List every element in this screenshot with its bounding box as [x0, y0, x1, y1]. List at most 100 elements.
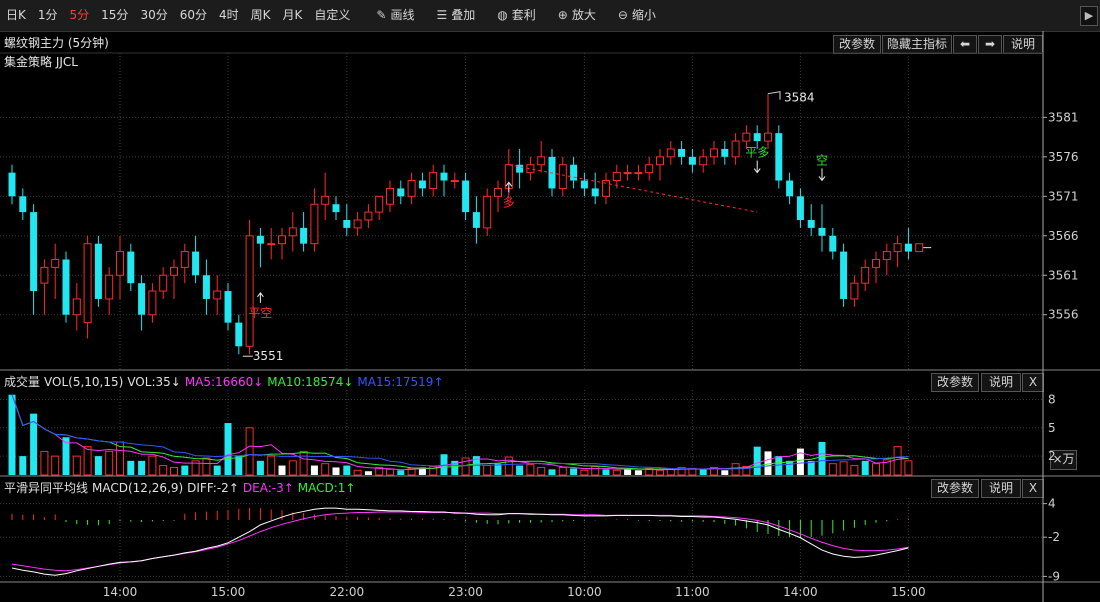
candle-body [267, 243, 276, 246]
tool-button-4[interactable]: ⊖ 缩小 [612, 0, 662, 31]
legend-item: VOL(5,10,15) [44, 375, 124, 389]
candle-body [526, 164, 535, 174]
high-marker-line [767, 91, 781, 100]
period-tab-4[interactable]: 30分 [140, 8, 168, 22]
time-tick-label: 14:00 [103, 585, 138, 599]
volume-bar [224, 423, 232, 475]
time-tick-label: 11:00 [675, 585, 710, 599]
volume-bar [828, 463, 837, 476]
candle-body [94, 243, 102, 299]
volume-bar [364, 471, 372, 475]
candle-body [51, 258, 60, 268]
volume-bar [666, 468, 675, 476]
tool-button-0[interactable]: ✎ 画线 [370, 0, 420, 31]
period-tab-7[interactable]: 周K [250, 8, 271, 22]
volume-bar [786, 460, 794, 475]
period-tab-2[interactable]: 5分 [69, 8, 90, 22]
candle-body [688, 156, 696, 165]
candle-body [300, 227, 308, 244]
volume-bar [310, 465, 318, 475]
tool-button-2[interactable]: ◍ 套利 [491, 0, 542, 31]
tool-label: 叠加 [451, 8, 476, 22]
volume-bar [893, 446, 902, 476]
signal-label: 空 [816, 153, 828, 167]
candle-body [840, 251, 848, 299]
candle-body [796, 196, 804, 220]
volume-bar [807, 460, 815, 475]
tool-button-1[interactable]: ☰ 叠加 [430, 0, 481, 31]
candle-body [807, 220, 815, 228]
volume-bar [245, 427, 254, 476]
candle-body [623, 172, 632, 175]
candle-body [699, 156, 708, 166]
vol-params-button[interactable]: 改参数 [931, 373, 979, 392]
volume-bar [688, 467, 697, 476]
macd-close-icon[interactable]: X [1022, 479, 1044, 498]
candle-body [731, 140, 740, 158]
period-tab-5[interactable]: 60分 [179, 8, 207, 22]
volume-unit-label: ×万 [1050, 450, 1077, 470]
candle-body [818, 227, 826, 236]
money-bag-icon: ◍ [497, 8, 508, 22]
volume-bar [461, 457, 470, 476]
volume-bar [278, 465, 286, 475]
main-params-button[interactable]: 改参数 [833, 35, 881, 54]
period-tab-0[interactable]: 日K [6, 8, 26, 22]
candle-body [343, 220, 351, 228]
signal-label: 多 [503, 195, 515, 209]
time-tick-label: 14:00 [783, 585, 818, 599]
volume-legend: 成交量 VOL(5,10,15) VOL:35↓ MA5:16660↓ MA10:185… [4, 373, 448, 390]
period-tab-3[interactable]: 15分 [101, 8, 129, 22]
candle-body [634, 172, 643, 175]
candle-body [893, 243, 902, 253]
volume-bar [72, 455, 81, 476]
candle-body [861, 266, 870, 284]
volume-bar [591, 466, 600, 476]
candle-body [580, 180, 588, 189]
volume-bar [440, 454, 448, 475]
macd-help-button[interactable]: 说明 [981, 479, 1021, 498]
volume-bar [548, 469, 556, 475]
candle-body [775, 133, 783, 181]
volume-bar [213, 465, 221, 475]
legend-item: MA10:18574↓ [267, 375, 354, 389]
candle-body [753, 133, 761, 142]
candle-body [656, 156, 664, 166]
legend-item: VOL:35↓ [127, 375, 181, 389]
candle-body [429, 172, 438, 189]
time-tick-label: 15:00 [891, 585, 926, 599]
candle-body [105, 274, 114, 300]
macd-params-button[interactable]: 改参数 [931, 479, 979, 498]
candle-body [72, 298, 81, 316]
tool-label: 缩小 [631, 8, 656, 22]
time-tick-label: 22:00 [330, 585, 365, 599]
candle-body [83, 243, 92, 324]
vol-close-icon[interactable]: X [1022, 373, 1044, 392]
main-help-button[interactable]: 说明 [1003, 35, 1043, 54]
vol-help-button[interactable]: 说明 [981, 373, 1021, 392]
period-tab-8[interactable]: 月K [282, 8, 303, 22]
prev-arrow-icon[interactable]: ⬅ [953, 35, 977, 54]
volume-bar [882, 459, 891, 476]
next-arrow-icon[interactable]: ➡ [978, 35, 1002, 54]
period-tab-1[interactable]: 1分 [37, 8, 58, 22]
tool-button-3[interactable]: ⊕ 放大 [552, 0, 602, 31]
zoom-in-icon: ⊕ [557, 8, 568, 22]
period-tab-9[interactable]: 自定义 [314, 8, 351, 22]
volume-bar [288, 460, 297, 476]
tool-label: 放大 [571, 8, 596, 22]
high-price-label: 3584 [784, 91, 815, 105]
volume-bar [872, 463, 880, 476]
signal-arrow-icon [505, 181, 513, 187]
volume-bar [181, 465, 189, 475]
pencil-icon: ✎ [376, 8, 387, 22]
hide-indicator-button[interactable]: 隐藏主指标 [882, 35, 952, 54]
volume-bar [677, 466, 686, 476]
volume-bar [83, 446, 92, 476]
volume-bar [8, 394, 16, 475]
candle-body [170, 266, 178, 276]
time-tick-label: 15:00 [211, 585, 246, 599]
collapse-panel-icon[interactable]: ▶ [1080, 6, 1098, 26]
period-tab-6[interactable]: 4时 [219, 8, 239, 22]
